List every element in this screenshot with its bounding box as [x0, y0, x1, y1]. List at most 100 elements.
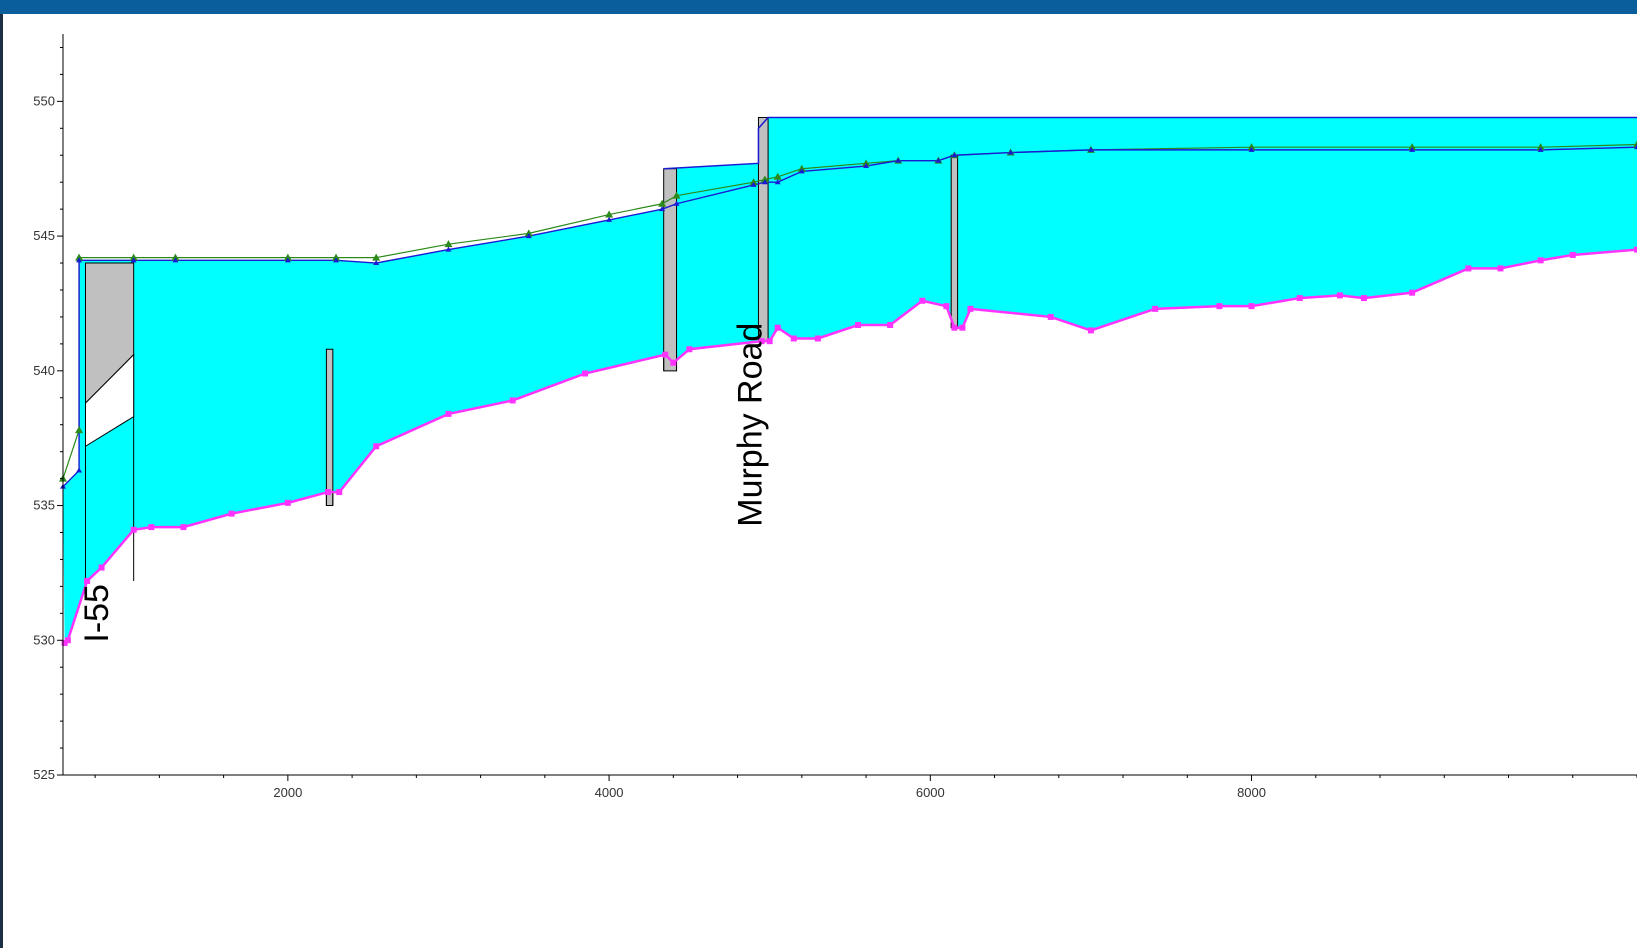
bridge-opening-1: [84, 353, 135, 448]
energy-point-23: [1247, 143, 1256, 151]
ws-point-6: [333, 257, 340, 263]
energy-point-3: [129, 253, 138, 261]
bed-point-8: [284, 499, 291, 506]
bed-point-2: [84, 577, 91, 584]
ws-point-26: [1634, 144, 1637, 150]
bed-point-25: [919, 297, 926, 304]
energy-point-25: [1536, 143, 1545, 151]
bed-point-33: [1216, 303, 1223, 310]
x-tick-label-4000: 4000: [595, 785, 624, 800]
header-bar: [0, 0, 1637, 14]
profile-plot-window: 525 530 535 540 545 550 2000 4000 6000 8000 I-55 M…: [0, 14, 1637, 948]
y-tick-label-545: 545: [33, 228, 55, 243]
bed-point-26: [943, 303, 950, 310]
flow-area: [63, 147, 1637, 643]
ws-point-3: [130, 257, 137, 263]
ws-point-1: [76, 467, 83, 473]
ws-point-19: [935, 157, 942, 163]
bed-point-21: [790, 335, 797, 342]
bed-point-41: [1537, 257, 1544, 264]
bed-point-27: [951, 324, 958, 331]
bed-point-24: [887, 322, 894, 329]
channel-bed-line: [63, 248, 1637, 644]
bridge-structure-layer: [84, 117, 959, 581]
bridge-deck-5: [950, 154, 959, 329]
y-tick-label-530: 530: [33, 632, 55, 647]
ws-point-5: [284, 257, 291, 263]
bed-point-3: [98, 564, 105, 571]
energy-point-11: [658, 199, 667, 207]
ws-point-14: [761, 179, 768, 185]
bed-point-12: [445, 410, 452, 417]
energy-point-14: [760, 175, 769, 183]
energy-point-6: [332, 253, 341, 261]
bed-point-11: [373, 443, 380, 450]
ws-point-23: [1248, 146, 1255, 152]
axes-layer: 525 530 535 540 545 550 2000 4000 6000 8000: [33, 34, 1637, 800]
bed-point-32: [1152, 305, 1159, 312]
bed-point-19: [766, 338, 773, 345]
ws-point-11: [659, 206, 666, 212]
energy-point-4: [171, 253, 180, 261]
ws-point-9: [525, 233, 532, 239]
profile-chart: 525 530 535 540 545 550 2000 4000 6000 8000 I-55 M…: [33, 34, 1637, 800]
bed-point-30: [1047, 313, 1054, 320]
bed-point-43: [1634, 246, 1637, 253]
ws-point-8: [445, 246, 452, 252]
ws-point-20: [951, 152, 958, 158]
bed-point-34: [1248, 303, 1255, 310]
ws-point-18: [895, 157, 902, 163]
energy-point-17: [862, 159, 871, 167]
energy-point-2: [75, 253, 84, 261]
bed-point-38: [1409, 289, 1416, 296]
bed-point-7: [228, 510, 235, 517]
bed-point-22: [814, 335, 821, 342]
bed-point-5: [148, 524, 155, 531]
bed-point-29: [967, 305, 974, 312]
bed-point-9: [325, 489, 332, 496]
y-tick-label-525: 525: [33, 767, 55, 782]
bed-point-39: [1465, 265, 1472, 272]
bed-point-16: [670, 359, 677, 366]
energy-point-1: [75, 426, 84, 434]
energy-point-15: [773, 172, 782, 180]
x-tick-label-2000: 2000: [273, 785, 302, 800]
ws-point-16: [798, 168, 805, 174]
ws-point-21: [1007, 149, 1014, 155]
y-tick-label-550: 550: [33, 93, 55, 108]
bed-point-20: [774, 324, 781, 331]
bed-point-35: [1296, 295, 1303, 302]
bed-point-13: [509, 397, 516, 404]
ws-point-15: [774, 179, 781, 185]
bed-point-37: [1360, 295, 1367, 302]
annotation-layer: I-55 Murphy Road: [78, 323, 770, 643]
bed-point-4: [130, 526, 137, 533]
bed-point-17: [686, 346, 693, 353]
bed-point-36: [1336, 292, 1343, 299]
bed-point-14: [581, 370, 588, 377]
bed-point-42: [1569, 251, 1576, 258]
ws-point-10: [606, 216, 613, 222]
profile-lines-layer: [59, 116, 1637, 646]
energy-point-5: [283, 253, 292, 261]
bed-point-40: [1497, 265, 1504, 272]
ws-point-12: [673, 200, 680, 206]
energy-point-13: [749, 178, 758, 186]
bed-point-6: [180, 524, 187, 531]
ws-point-13: [750, 181, 757, 187]
annotation-label-1: I-55: [78, 584, 116, 643]
upper-flow-area: [663, 117, 1637, 204]
x-tick-label-8000: 8000: [1237, 785, 1266, 800]
bed-point-0: [61, 639, 68, 646]
energy-point-16: [797, 164, 806, 172]
y-tick-label-540: 540: [33, 363, 55, 378]
y-tick-label-535: 535: [33, 498, 55, 513]
ws-point-24: [1409, 146, 1416, 152]
bed-point-23: [855, 322, 862, 329]
energy-point-7: [372, 253, 381, 261]
bed-point-1: [64, 637, 71, 644]
ws-point-7: [373, 260, 380, 266]
bed-point-15: [662, 351, 669, 358]
energy-point-24: [1408, 143, 1417, 151]
ws-point-17: [863, 163, 870, 169]
